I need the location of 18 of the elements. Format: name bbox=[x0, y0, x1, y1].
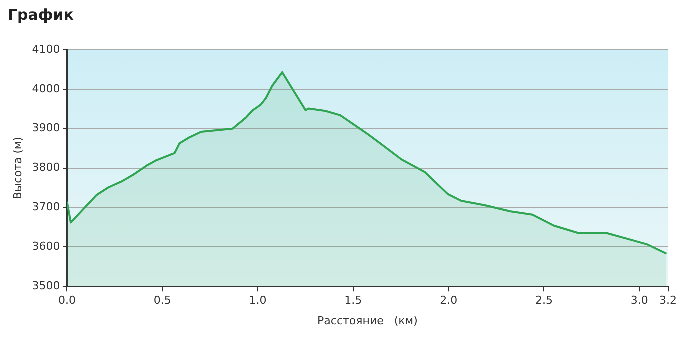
x-tick-label: 1.0 bbox=[249, 294, 267, 308]
x-tick-label: 3.2 bbox=[660, 294, 678, 308]
x-tick-label: 0.0 bbox=[58, 294, 76, 308]
x-axis-title: Расстояние (км) bbox=[318, 314, 418, 328]
chart-title: График bbox=[8, 6, 74, 24]
x-tick-label: 2.0 bbox=[440, 294, 458, 308]
x-tick-label: 2.5 bbox=[535, 294, 553, 308]
y-tick-label: 4000 bbox=[32, 82, 60, 96]
y-tick-label: 3900 bbox=[32, 122, 60, 135]
x-tick-label: 0.5 bbox=[154, 294, 172, 308]
y-tick-label: 3500 bbox=[32, 279, 60, 292]
y-tick-label: 3600 bbox=[32, 240, 60, 254]
y-tick-label: 3800 bbox=[32, 161, 60, 174]
x-tick-label: 3.0 bbox=[630, 294, 648, 308]
x-tick-label: 1.5 bbox=[344, 294, 362, 308]
y-tick-label: 3700 bbox=[32, 200, 60, 214]
y-tick-label: 4100 bbox=[32, 42, 60, 56]
y-axis-title: Высота (м) bbox=[11, 137, 24, 200]
